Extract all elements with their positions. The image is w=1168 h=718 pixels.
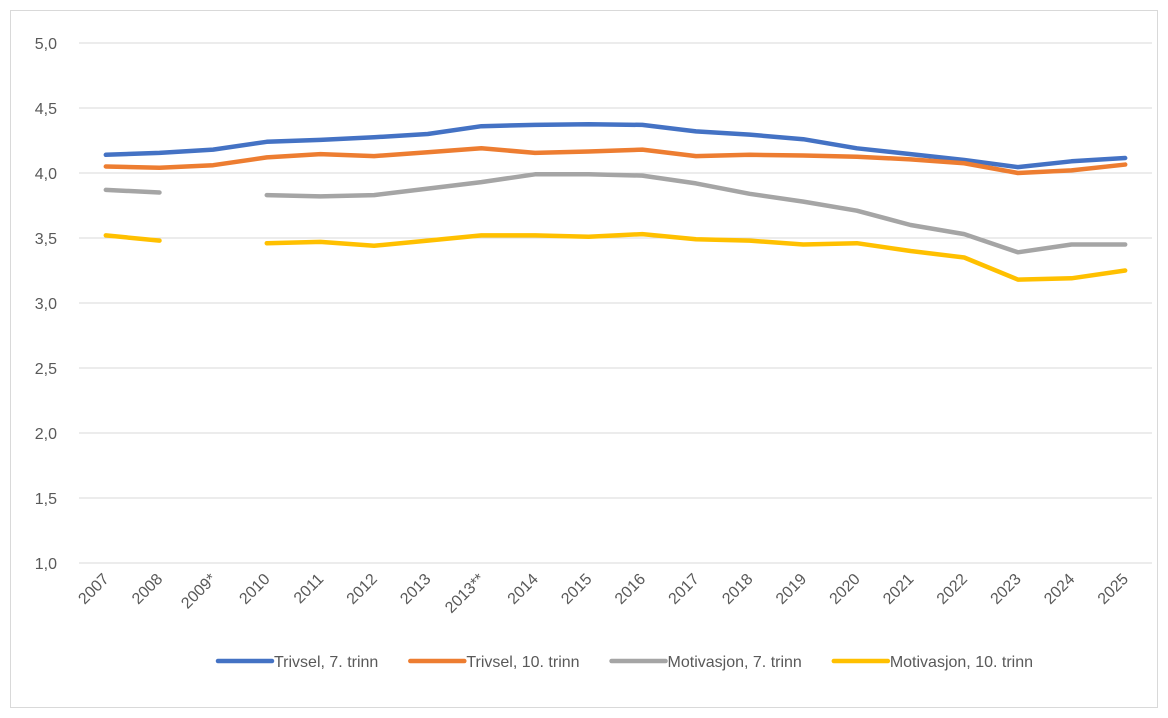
- series-line: [103, 122, 1128, 170]
- y-tick-label: 4,0: [35, 166, 57, 183]
- legend: Trivsel, 7. trinn Trivsel, 10. trinn Motiv…: [215, 654, 1033, 671]
- y-tick-label: 1,5: [35, 491, 57, 508]
- legend-label: Trivsel, 10. trinn: [466, 654, 579, 671]
- legend-label: Trivsel, 7. trinn: [274, 654, 378, 671]
- series-line: [103, 146, 1128, 176]
- y-tick-label: 2,0: [35, 426, 57, 443]
- y-tick-label: 5,0: [35, 36, 57, 53]
- series-line: [103, 172, 1128, 255]
- y-tick-label: 3,5: [35, 231, 57, 248]
- y-tick-label: 4,5: [35, 101, 57, 118]
- chart-border: [10, 10, 1158, 708]
- y-tick-label: 1,0: [35, 556, 57, 573]
- legend-label: Motivasjon, 7. trinn: [668, 654, 802, 671]
- series-line: [103, 231, 1128, 282]
- y-tick-label: 3,0: [35, 296, 57, 313]
- y-tick-label: 2,5: [35, 361, 57, 378]
- legend-label: Motivasjon, 10. trinn: [890, 654, 1033, 671]
